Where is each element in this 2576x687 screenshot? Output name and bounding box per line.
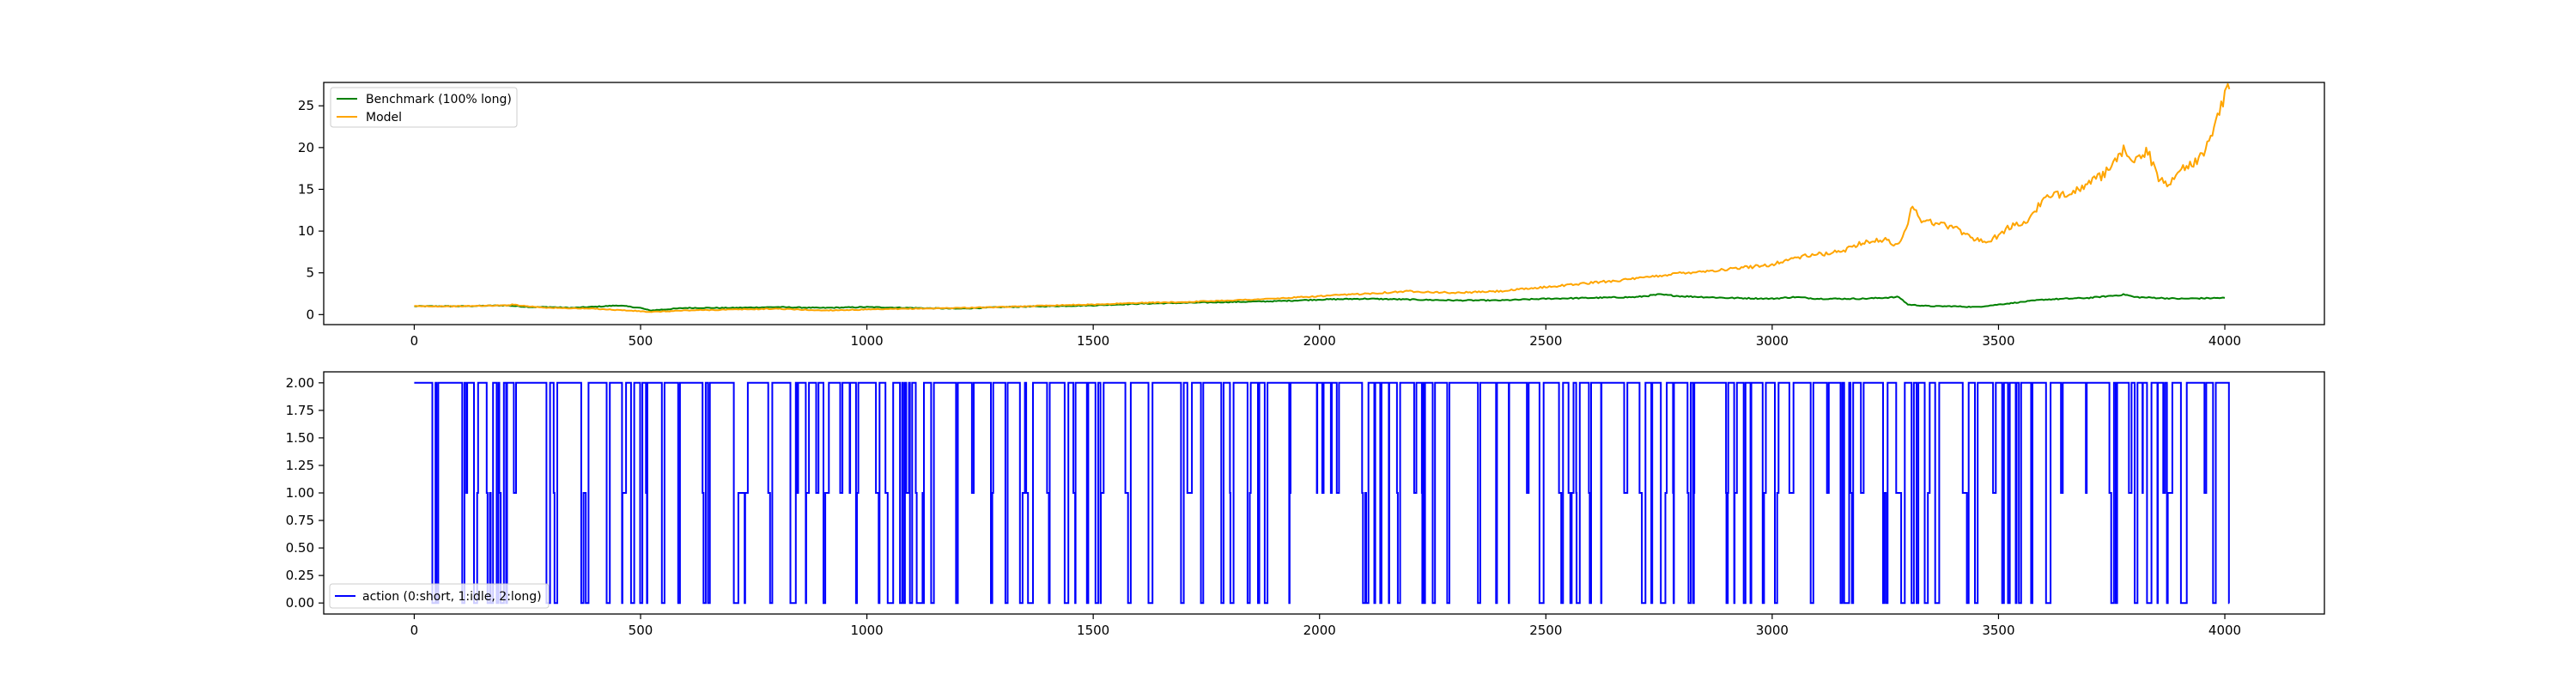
bottom-y-tick-label: 0.00 [286, 595, 314, 611]
legend-label-action: action (0:short, 1:idle, 2:long) [362, 590, 542, 604]
bottom-y-tick-label: 1.25 [286, 458, 314, 473]
top-y-tick-label: 10 [298, 223, 314, 239]
top-x-tick-label: 2000 [1303, 333, 1336, 349]
top-y-tick-label: 25 [298, 98, 314, 113]
top-y-tick-label: 0 [306, 307, 314, 322]
benchmark-vs-model-panel: 0 500 1000 1500 2000 2500 3000 3500 4000 0 5 10 15 2… [298, 82, 2325, 349]
top-x-axis: 0 500 1000 1500 2000 2500 3000 3500 4000 [410, 325, 2241, 349]
bottom-y-tick-label: 1.50 [286, 430, 314, 446]
bottom-x-tick-label: 500 [629, 623, 653, 638]
top-x-tick-label: 2500 [1529, 333, 1562, 349]
top-y-tick-label: 5 [306, 265, 314, 281]
bottom-x-tick-label: 0 [410, 623, 419, 638]
top-x-tick-label: 4000 [2208, 333, 2241, 349]
bottom-y-tick-label: 1.00 [286, 485, 314, 501]
legend-label-benchmark: Benchmark (100% long) [366, 93, 512, 106]
top-y-tick-label: 15 [298, 181, 314, 197]
bottom-legend-box [329, 583, 550, 609]
bottom-legend: action (0:short, 1:idle, 2:long) [329, 583, 550, 609]
bottom-y-tick-label: 1.75 [286, 403, 314, 418]
top-x-tick-label: 1000 [850, 333, 883, 349]
top-legend: Benchmark (100% long) Model [330, 87, 518, 128]
top-y-axis: 0 5 10 15 20 25 [298, 98, 324, 322]
series-line-benchmark [414, 293, 2226, 312]
bottom-x-tick-label: 1000 [850, 623, 883, 638]
action-panel: 0 500 1000 1500 2000 2500 3000 3500 4000 0.00 0.2… [286, 371, 2325, 638]
series-line-action [414, 381, 2230, 605]
bottom-x-tick-label: 1500 [1077, 623, 1109, 638]
series-line-model [414, 82, 2231, 313]
top-x-tick-label: 1500 [1077, 333, 1109, 349]
top-x-tick-label: 0 [410, 333, 419, 349]
bottom-x-tick-label: 2500 [1529, 623, 1562, 638]
top-x-tick-label: 3000 [1756, 333, 1789, 349]
bottom-y-axis: 0.00 0.25 0.50 0.75 1.00 1.25 1.50 1.75 2.00 [286, 375, 324, 611]
bottom-series-lines [414, 381, 2230, 605]
top-x-tick-label: 3500 [1982, 333, 2014, 349]
top-y-tick-label: 20 [298, 140, 314, 155]
top-x-tick-label: 500 [629, 333, 653, 349]
bottom-y-tick-label: 0.50 [286, 540, 314, 556]
top-legend-box [330, 87, 518, 128]
top-series-lines [414, 82, 2231, 313]
bottom-x-axis: 0 500 1000 1500 2000 2500 3000 3500 4000 [410, 614, 2241, 638]
bottom-y-tick-label: 0.75 [286, 513, 314, 528]
bottom-x-tick-label: 3500 [1982, 623, 2014, 638]
bottom-x-tick-label: 2000 [1303, 623, 1336, 638]
legend-label-model: Model [366, 111, 402, 125]
top-plot-frame [323, 82, 2325, 325]
bottom-y-tick-label: 2.00 [286, 375, 314, 391]
bottom-x-tick-label: 4000 [2208, 623, 2241, 638]
bottom-y-tick-label: 0.25 [286, 568, 314, 583]
bottom-x-tick-label: 3000 [1756, 623, 1789, 638]
